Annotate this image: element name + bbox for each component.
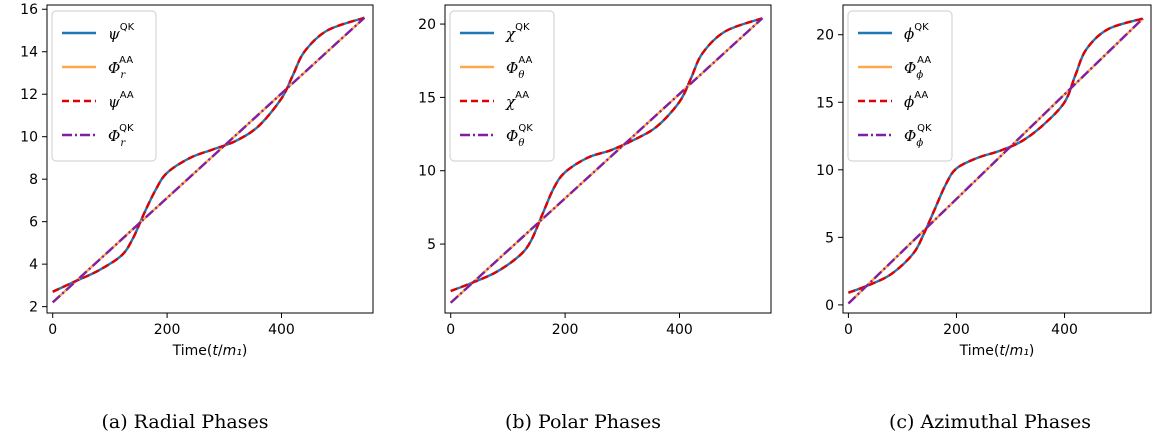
- chart-panel-2: 0 200 400 5 10 15 20 χQK ΦθAA χAA ΦθQK (b) Polar Ph…: [418, 4, 772, 433]
- legend-label: ΦϕQK: [904, 123, 932, 149]
- x-tick-label: 400: [268, 322, 295, 338]
- y-tick-label: 20: [418, 17, 436, 33]
- subfigure-caption: (b) Polar Phases: [505, 411, 661, 433]
- series-line-3: [847, 17, 1144, 294]
- legend: χQK ΦθAA χAA ΦθQK: [449, 10, 555, 162]
- x-tick-label: 200: [943, 322, 970, 338]
- x-tick-label: 0: [844, 322, 853, 338]
- x-axis-label: Time(t/m₁): [959, 343, 1035, 359]
- chart-panel-3: 0 200 400 0 5 10 15 20 Time(t/m₁) ϕQK ΦϕAA ϕAA ΦϕQK (…: [816, 4, 1152, 433]
- chart-panel-1: 0 200 400 2 4 6 8 10 12 14 16 Time(t/m₁) ψQK ΦrAA ψAA Φ…: [20, 2, 374, 433]
- x-tick-label: 0: [48, 322, 57, 338]
- x-axis-label: Time(t/m₁): [172, 343, 248, 359]
- legend-label: χQK: [505, 22, 530, 43]
- legend-label: ΦϕAA: [904, 55, 931, 81]
- y-tick-label: 15: [418, 90, 436, 106]
- y-tick-label: 6: [29, 215, 38, 231]
- y-tick-label: 20: [816, 28, 834, 44]
- legend-label: ϕAA: [904, 90, 928, 111]
- series-line-3: [52, 16, 365, 293]
- x-tick-label: 400: [666, 322, 693, 338]
- subfigure-caption: (c) Azimuthal Phases: [889, 411, 1091, 433]
- y-tick-label: 15: [816, 95, 834, 111]
- y-tick-label: 8: [29, 172, 38, 188]
- y-tick-label: 16: [20, 2, 38, 18]
- axes-frame: [444, 4, 772, 314]
- y-tick-label: 4: [29, 257, 38, 273]
- y-tick-label: 10: [20, 130, 38, 146]
- y-tick-label: 10: [418, 164, 436, 180]
- legend-label: χAA: [505, 90, 529, 111]
- legend-label: ΦrQK: [108, 123, 134, 149]
- y-tick-label: 5: [825, 230, 834, 246]
- legend: ϕQK ΦϕAA ϕAA ΦϕQK: [847, 10, 953, 162]
- y-tick-label: 14: [20, 45, 38, 61]
- legend: ψQK ΦrAA ψAA ΦrQK: [51, 10, 157, 162]
- y-tick-label: 2: [29, 300, 38, 316]
- legend-label: ΦθAA: [506, 55, 532, 81]
- y-tick-label: 10: [816, 163, 834, 179]
- subfigure-caption: (a) Radial Phases: [101, 411, 268, 433]
- legend-box: [449, 10, 555, 162]
- y-tick-label: 12: [20, 87, 38, 103]
- axes-frame: [842, 4, 1152, 314]
- legend-label: ΦθQK: [506, 123, 533, 149]
- legend-label: ψAA: [108, 90, 134, 111]
- x-tick-label: 200: [552, 322, 579, 338]
- legend-label: ψQK: [108, 22, 135, 43]
- x-tick-label: 400: [1051, 322, 1078, 338]
- y-tick-label: 5: [427, 237, 436, 253]
- x-tick-label: 0: [446, 322, 455, 338]
- x-tick-label: 200: [154, 322, 181, 338]
- series-line-3: [450, 17, 763, 293]
- series-line-4: [847, 17, 1144, 305]
- series-line-4: [51, 16, 366, 304]
- axes-frame: [46, 4, 374, 314]
- y-tick-label: 0: [825, 298, 834, 314]
- legend-label: ΦrAA: [108, 55, 133, 81]
- legend-label: ϕQK: [904, 22, 929, 43]
- legend-box: [51, 10, 157, 162]
- legend-box: [847, 10, 953, 162]
- series-line-4: [449, 17, 764, 304]
